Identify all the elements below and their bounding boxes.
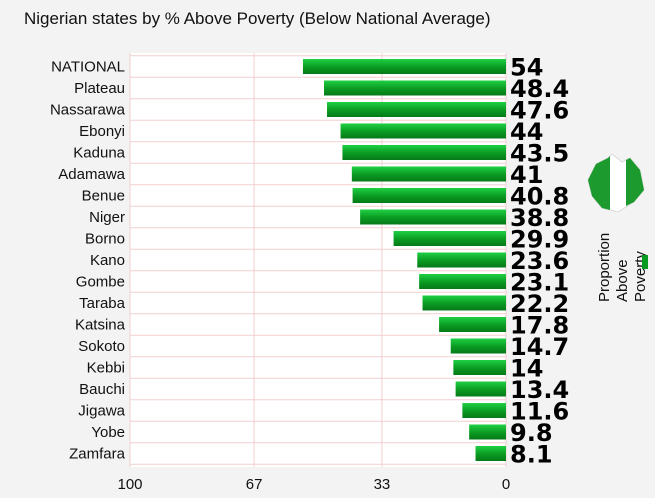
value-label: 40.8 bbox=[510, 183, 569, 211]
value-label: 11.6 bbox=[510, 398, 569, 426]
legend: Proportion Above Poverty bbox=[587, 153, 649, 302]
legend-text-line: Above bbox=[614, 259, 631, 302]
value-label: 43.5 bbox=[510, 140, 569, 168]
category-label: NATIONAL bbox=[51, 59, 125, 76]
bar-plateau bbox=[324, 80, 506, 96]
category-labels: NATIONAL Plateau Nassarawa Ebonyi Kaduna Adam… bbox=[50, 59, 126, 463]
bar-sokoto bbox=[450, 338, 506, 354]
bar-taraba bbox=[422, 295, 506, 311]
value-label: 44 bbox=[510, 118, 543, 146]
category-label: Borno bbox=[85, 231, 125, 248]
category-label: Benue bbox=[82, 188, 125, 205]
bar-nassarawa bbox=[327, 102, 506, 117]
bar-bauchi bbox=[455, 381, 506, 397]
bar-niger bbox=[360, 209, 506, 225]
bar-national bbox=[302, 59, 506, 74]
value-label: 54 bbox=[510, 54, 543, 82]
legend-label: Proportion Above Poverty bbox=[596, 233, 649, 302]
x-tick-label: 100 bbox=[117, 476, 142, 493]
bar-adamawa bbox=[351, 166, 506, 182]
category-label: Yobe bbox=[91, 424, 125, 441]
bars-group bbox=[302, 59, 506, 461]
bar-kano bbox=[417, 252, 506, 268]
bar-kaduna bbox=[342, 145, 506, 160]
category-label: Adamawa bbox=[58, 166, 125, 183]
category-label: Niger bbox=[89, 209, 125, 226]
category-label: Zamfara bbox=[69, 446, 126, 463]
value-label: 47.6 bbox=[510, 97, 569, 125]
bar-katsina bbox=[439, 317, 506, 332]
bar-gombe bbox=[419, 274, 506, 289]
category-label: Gombe bbox=[76, 274, 125, 291]
value-label: 23.1 bbox=[510, 269, 569, 297]
value-labels: 5448.447.64443.54140.838.829.923.623.122… bbox=[510, 54, 569, 469]
value-label: 48.4 bbox=[510, 75, 569, 103]
category-label: Kano bbox=[90, 252, 125, 269]
value-label: 8.1 bbox=[510, 441, 553, 469]
value-label: 41 bbox=[510, 161, 543, 189]
category-label: Kebbi bbox=[87, 360, 125, 377]
bar-benue bbox=[352, 188, 506, 203]
bar-ebonyi bbox=[340, 123, 506, 139]
category-label: Ebonyi bbox=[79, 123, 125, 140]
bar-borno bbox=[393, 231, 506, 246]
category-label: Plateau bbox=[74, 80, 125, 97]
value-label: 13.4 bbox=[510, 376, 569, 404]
grid-lines bbox=[129, 53, 507, 467]
value-label: 22.2 bbox=[510, 290, 569, 318]
nigeria-flag-map-icon bbox=[587, 153, 645, 213]
x-tick-label: 67 bbox=[246, 476, 263, 493]
category-label: Kaduna bbox=[73, 145, 125, 162]
x-tick-label: 0 bbox=[502, 476, 510, 493]
category-label: Katsina bbox=[75, 317, 126, 334]
value-label: 17.8 bbox=[510, 312, 569, 340]
category-label: Nassarawa bbox=[50, 102, 126, 119]
category-label: Jigawa bbox=[78, 403, 125, 420]
x-axis-ticks: 100 67 33 0 bbox=[117, 476, 510, 493]
value-label: 23.6 bbox=[510, 247, 569, 275]
legend-swatch bbox=[642, 255, 648, 269]
value-label: 14.7 bbox=[510, 333, 569, 361]
category-label: Taraba bbox=[79, 295, 126, 312]
category-label: Sokoto bbox=[78, 338, 125, 355]
value-label: 9.8 bbox=[510, 419, 553, 447]
bar-kebbi bbox=[453, 360, 506, 375]
bar-yobe bbox=[469, 424, 506, 440]
value-label: 38.8 bbox=[510, 204, 569, 232]
value-label: 14 bbox=[510, 355, 543, 383]
legend-text-line: Proportion bbox=[596, 233, 613, 302]
bar-zamfara bbox=[475, 446, 506, 461]
chart-title: Nigerian states by % Above Poverty (Belo… bbox=[24, 9, 491, 28]
bar-jigawa bbox=[462, 403, 506, 418]
value-label: 29.9 bbox=[510, 226, 569, 254]
x-tick-label: 33 bbox=[374, 476, 391, 493]
category-label: Bauchi bbox=[79, 381, 125, 398]
